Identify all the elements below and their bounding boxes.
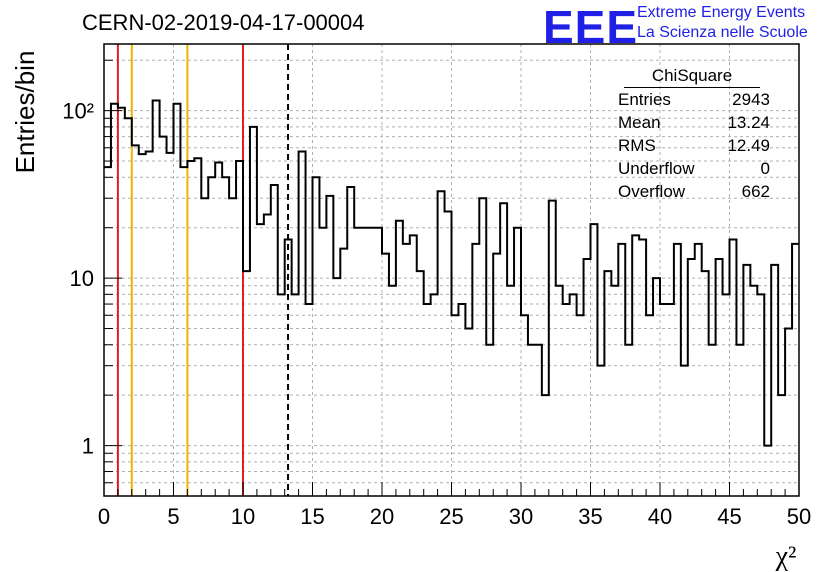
x-tick-label: 50 [787,504,811,529]
x-tick-label: 30 [509,504,533,529]
y-tick-label: 1 [82,434,94,459]
y-axis-label: Entries/bin [10,51,40,174]
reference-lines [116,44,290,496]
histogram-series [104,99,799,447]
axis-ticks [103,59,800,497]
stats-value: 2943 [732,90,770,109]
x-tick-label: 40 [648,504,672,529]
stats-label: Entries [618,90,671,109]
run-title: CERN-02-2019-04-17-00004 [82,10,365,35]
stats-value: 0 [760,159,770,178]
y-tick-label: 10 [70,266,94,291]
stats-label: RMS [618,136,656,155]
logo-subtitle-2: La Scienza nelle Scuole [637,24,808,41]
grid-lines [104,44,799,497]
y-tick-label: 10² [62,99,94,124]
stats-label: Underflow [618,159,695,178]
x-tick-label: 35 [578,504,602,529]
x-tick-label: 45 [717,504,741,529]
stats-row: Entries 2943 [612,88,776,111]
x-tick-label: 5 [167,504,179,529]
stats-row: Overflow 662 [612,180,776,203]
stats-row: Mean 13.24 [612,111,776,134]
tick-labels: 0 5 10 15 20 25 30 35 40 45 50 1 10 10² [62,99,811,529]
x-tick-label: 25 [439,504,463,529]
x-tick-label: 20 [370,504,394,529]
stats-box-title: ChiSquare [624,66,760,88]
stats-box: ChiSquare Entries 2943 Mean 13.24 RMS 12.49… [612,66,776,203]
x-tick-label: 10 [231,504,255,529]
eee-logo: EEE [543,1,639,53]
x-axis-label: χ² [775,541,797,572]
stats-label: Mean [618,113,661,132]
logo-subtitle-1: Extreme Energy Events [637,4,806,21]
stats-label: Overflow [618,182,686,201]
stats-row: Underflow 0 [612,157,776,180]
stats-value: 12.49 [727,136,770,155]
stats-value: 13.24 [727,113,770,132]
x-tick-label: 15 [300,504,324,529]
stats-value: 662 [741,182,770,201]
x-tick-label: 0 [98,504,110,529]
stats-row: RMS 12.49 [612,134,776,157]
